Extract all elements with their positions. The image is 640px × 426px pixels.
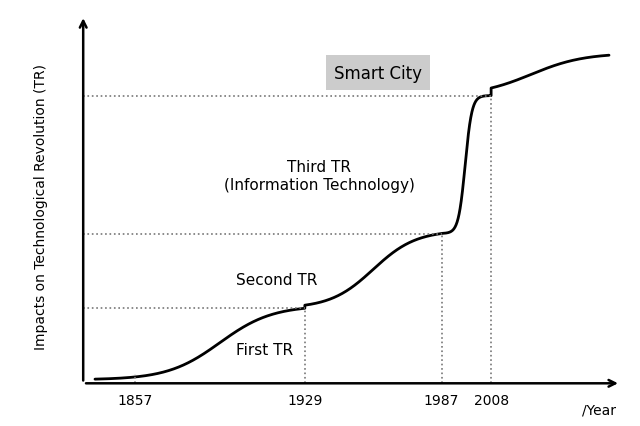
Text: Third TR
(Information Technology): Third TR (Information Technology)	[223, 160, 415, 192]
Text: Second TR: Second TR	[236, 273, 318, 288]
Text: Smart City: Smart City	[334, 64, 422, 82]
Text: /Year: /Year	[582, 403, 616, 417]
Text: Impacts on Technological Revolution (TR): Impacts on Technological Revolution (TR)	[34, 64, 48, 350]
Text: First TR: First TR	[236, 342, 294, 357]
